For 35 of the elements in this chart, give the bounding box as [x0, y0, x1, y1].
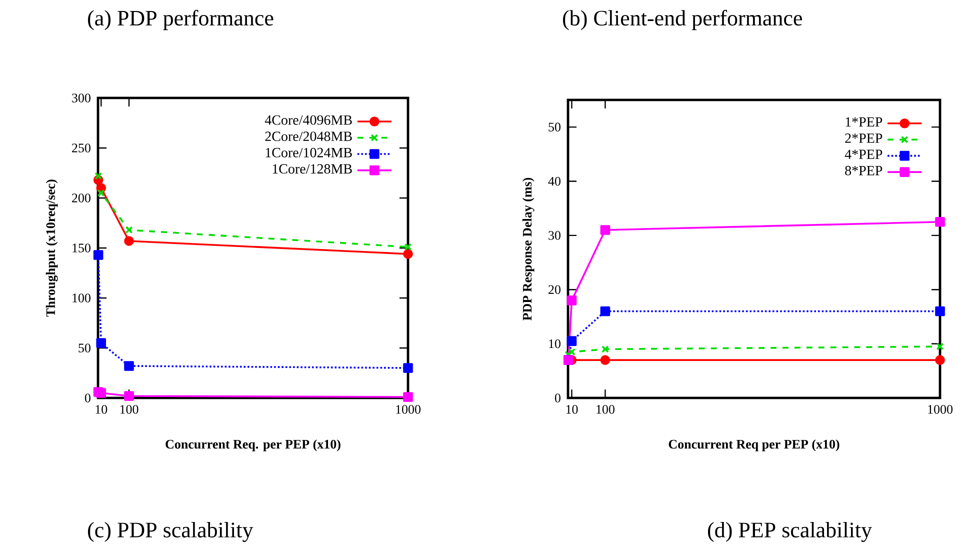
x-tick-label: 10 [96, 405, 108, 414]
x-tick-label: 100 [596, 404, 614, 414]
y-tick-label: 50 [78, 344, 90, 352]
legend-label: 1*PEP [846, 117, 882, 127]
x-tick-label: 1000 [928, 404, 953, 414]
y-tick-label: 10 [549, 339, 560, 348]
y-tick-label: 0 [554, 394, 560, 402]
y-tick-label: 20 [548, 285, 560, 294]
x-axis-title: Concurrent Req per PEP (x10) [668, 439, 840, 452]
y-tick-label: 30 [548, 231, 560, 240]
x-tick-label: 1000 [396, 405, 421, 414]
y-tick-label: 150 [72, 244, 90, 252]
y-tick-label: 300 [72, 94, 90, 102]
legend-label: 2*PEP [845, 133, 882, 143]
y-tick-label: 0 [84, 394, 90, 402]
y-axis-title: PDP Response Delay (ms) [522, 178, 534, 320]
text: (c) PDP scalability [88, 522, 254, 542]
x-tick-label: 100 [120, 405, 138, 414]
y-tick-label: 250 [72, 144, 90, 152]
text: (b) Client-end performance [563, 10, 802, 30]
text: (a) PDP performance [88, 10, 274, 30]
legend-label: 1Core/1024MB [266, 148, 352, 158]
y-tick-label: 40 [548, 176, 560, 186]
legend-label: 2Core/2048MB [265, 132, 352, 142]
y-axis-title: Throughput (x10req/sec) [46, 180, 58, 317]
text: (d) PEP scalability [708, 522, 872, 542]
x-tick-label: 10 [566, 404, 578, 414]
y-tick-label: 100 [72, 294, 90, 302]
x-axis-title: Concurrent Req. per PEP (x10) [166, 439, 340, 452]
legend-label: 8*PEP [845, 166, 882, 176]
legend-label: 1Core/128MB [272, 164, 352, 174]
y-tick-label: 200 [72, 194, 90, 202]
legend-label: 4Core/4096MB [264, 115, 352, 125]
y-tick-label: 50 [548, 122, 560, 132]
legend-label: 4*PEP [844, 150, 882, 159]
